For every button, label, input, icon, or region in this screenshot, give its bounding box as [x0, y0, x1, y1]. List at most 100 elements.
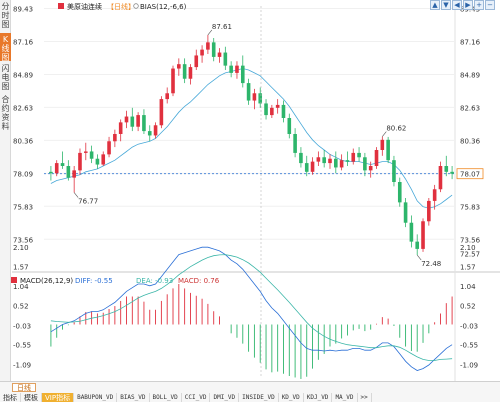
candle-body	[409, 222, 414, 242]
time-highlight-bg	[231, 379, 291, 381]
price-label-right: 87.16	[460, 38, 481, 46]
candle-body	[334, 158, 338, 168]
indicator-tab[interactable]: 指标	[0, 393, 21, 402]
tab-time-sharing[interactable]: 分时图	[1, 2, 10, 29]
candle-body	[264, 103, 268, 116]
indicator-tab[interactable]: DMI_VD	[210, 393, 240, 402]
candle-body	[118, 122, 123, 134]
candle-body	[159, 99, 164, 126]
candle	[83, 142, 88, 161]
candle	[328, 154, 332, 169]
candle	[89, 145, 94, 164]
price-label-left: 78.09	[13, 170, 33, 178]
candle	[450, 166, 454, 180]
down-icon[interactable]: ▼	[441, 0, 451, 10]
candle-body	[380, 139, 385, 150]
candle-body	[223, 52, 228, 66]
candle-body	[60, 163, 65, 166]
indicator-tab[interactable]: KD_VD	[279, 393, 304, 402]
candle-body	[345, 160, 350, 162]
candle-body	[171, 68, 175, 94]
zoom-out-icon[interactable]: −	[485, 0, 495, 10]
candle-body	[240, 65, 245, 84]
zoom-in-icon[interactable]: +	[474, 0, 484, 10]
candle-body	[374, 150, 379, 166]
indicator-tabs: 指标 模板 VIP指标 BABUPON_VD BIAS_VD BOLL_VD CCI_VD D…	[0, 393, 372, 402]
candle	[130, 107, 135, 132]
candle-body	[304, 163, 309, 172]
candle	[194, 49, 199, 70]
annotation-mid-high-arrow	[382, 131, 387, 137]
price-label-right: 80.36	[460, 137, 481, 145]
chart-area[interactable]: 89.4389.4387.1687.1684.8984.8982.6382.63…	[0, 0, 500, 381]
candle-body	[287, 118, 292, 134]
candle-body	[357, 152, 361, 158]
candle-body	[438, 166, 443, 190]
candle	[334, 151, 338, 174]
indicator-tab[interactable]: 模板	[21, 393, 42, 402]
up-icon[interactable]: ▲	[430, 0, 440, 10]
candle-body	[78, 152, 82, 171]
candle-body	[339, 160, 344, 168]
indicator-tab[interactable]: VIP指标	[42, 393, 75, 402]
candle-body	[188, 67, 193, 79]
price-label-left: 84.89	[13, 72, 33, 80]
right-icon[interactable]: ▶	[463, 0, 473, 10]
candle	[345, 151, 350, 166]
tab-contract-info[interactable]: 合约资料	[1, 95, 10, 131]
price-label-right: 75.83	[460, 203, 480, 211]
price-label-left: 73.56	[13, 236, 34, 244]
period-tab-daily[interactable]: 日线	[12, 383, 36, 392]
candle-body	[403, 202, 408, 223]
candle-body	[66, 166, 71, 178]
price-label-right: 82.63	[460, 104, 480, 112]
macd-label-left: 1.57	[13, 264, 29, 272]
candle	[374, 147, 379, 169]
candle-body	[124, 116, 129, 123]
tab-flash-chart[interactable]: 闪电图	[1, 64, 10, 91]
candle-body	[450, 171, 454, 174]
candle-body	[142, 115, 146, 132]
candle	[386, 136, 390, 164]
current-price-tag	[456, 168, 484, 180]
candle	[54, 160, 59, 177]
indicator-tab[interactable]: KDJ_VD	[304, 393, 333, 402]
annotation-high-arrow	[207, 29, 213, 36]
candle	[444, 155, 449, 177]
candle	[403, 198, 408, 228]
period-label: 【日线】	[107, 2, 135, 11]
candle-body	[322, 157, 326, 164]
candle-body	[432, 189, 437, 201]
indicator-tab[interactable]: CCI_VD	[182, 393, 211, 402]
macd-label-right: 1.04	[460, 283, 476, 291]
candle	[147, 125, 152, 142]
candle-body	[281, 104, 286, 118]
candle	[113, 129, 117, 148]
candle	[287, 113, 292, 139]
candle-body	[386, 139, 390, 161]
indicator-tab[interactable]: MA_VD	[332, 393, 358, 402]
left-icon[interactable]: ◀	[452, 0, 462, 10]
macd-label-right: -0.55	[460, 342, 478, 350]
indicator-tab[interactable]: BABUPON_VD	[74, 393, 118, 402]
macd-label-left: -0.03	[13, 323, 31, 331]
indicator-tab[interactable]: BIAS_VD	[117, 393, 150, 402]
candle	[380, 136, 385, 156]
candle-body	[363, 157, 367, 171]
indicator-tab[interactable]: BOLL_VD	[150, 393, 182, 402]
price-label-left: 82.63	[13, 104, 33, 112]
price-label-right: 73.56	[460, 236, 481, 244]
indicator-tab[interactable]: INSIDE_VD	[239, 393, 279, 402]
candle	[101, 151, 106, 166]
price-low-label: 72.57	[460, 251, 480, 259]
candle-body	[182, 64, 187, 79]
candle-body	[427, 200, 431, 222]
candle-body	[54, 163, 59, 174]
indicator-tab[interactable]: >>	[358, 393, 372, 402]
tab-kline[interactable]: K线图	[0, 33, 11, 62]
candle	[438, 161, 443, 193]
candle	[95, 154, 100, 169]
candle-body	[275, 104, 280, 108]
candle	[252, 88, 257, 110]
indicator-settings-icon[interactable]	[133, 3, 139, 9]
